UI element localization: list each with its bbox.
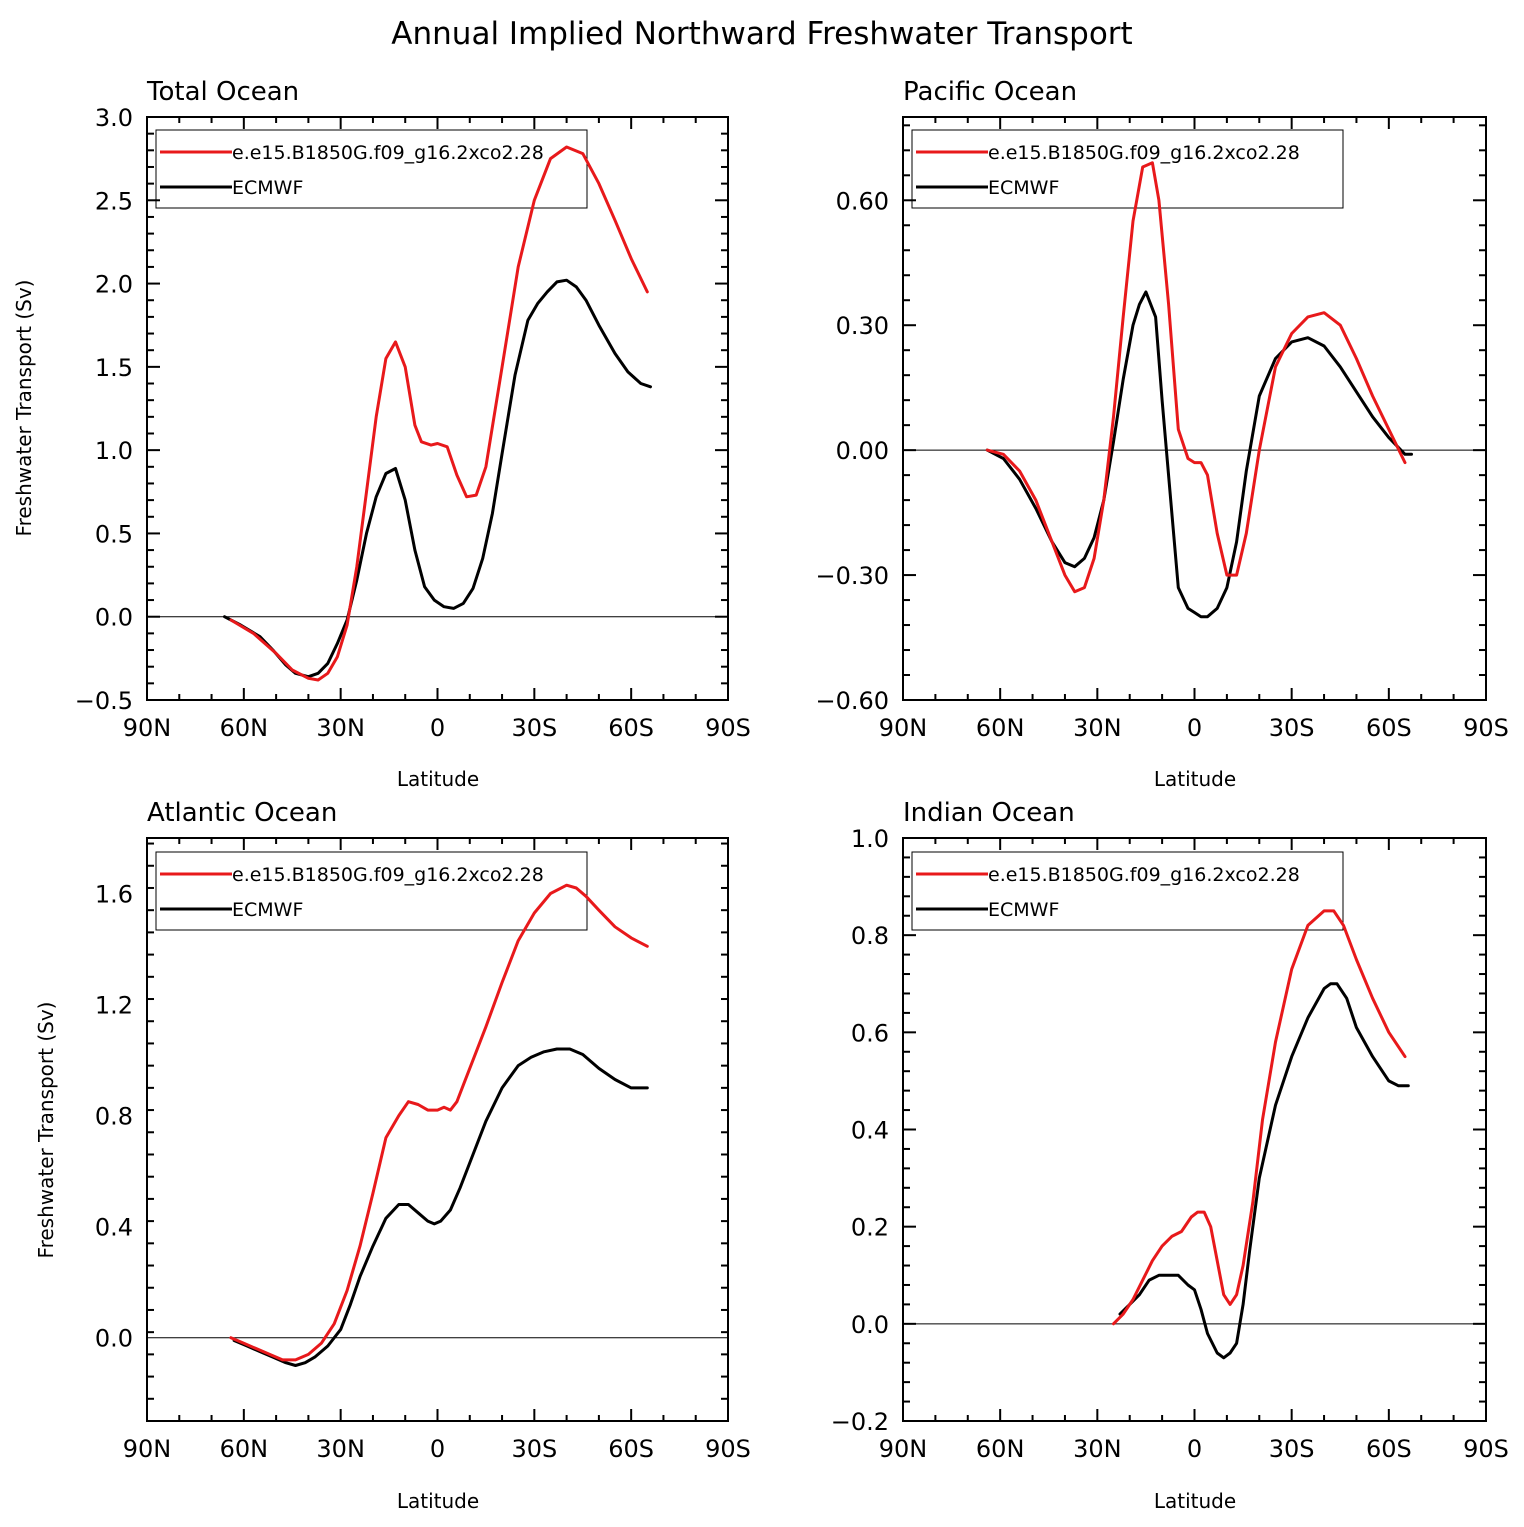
legend-label-obs: ECMWF xyxy=(232,177,303,199)
x-tick-label: 60S xyxy=(608,714,654,742)
series-line-ecmwf xyxy=(232,1047,649,1367)
x-tick-label: 60S xyxy=(608,1435,654,1463)
y-tick-label: −0.2 xyxy=(831,1408,889,1436)
series-line-ecmwf xyxy=(223,278,652,679)
y-tick-label: 1.0 xyxy=(95,437,133,465)
legend-box xyxy=(911,129,1344,209)
y-tick-label: 1.5 xyxy=(95,354,133,382)
legend-box xyxy=(155,129,588,209)
x-tick-label: 30N xyxy=(1073,714,1122,742)
x-tick-label: 60N xyxy=(220,714,269,742)
figure-title: Annual Implied Northward Freshwater Tran… xyxy=(391,16,1132,52)
legend-label-obs: ECMWF xyxy=(232,899,303,921)
x-tick-label: 90S xyxy=(705,1435,751,1463)
y-tick-label: 0.8 xyxy=(95,1103,133,1131)
legend-label-model: e.e15.B1850G.f09_g16.2xco2.28 xyxy=(988,142,1300,164)
legend: e.e15.B1850G.f09_g16.2xco2.28 ECMWF xyxy=(155,851,588,931)
y-tick-label: 0.0 xyxy=(95,1325,133,1353)
y-tick-label: −0.5 xyxy=(75,687,133,715)
x-tick-label: 90S xyxy=(705,714,751,742)
legend-label-model: e.e15.B1850G.f09_g16.2xco2.28 xyxy=(988,864,1300,886)
y-tick-label: 2.5 xyxy=(95,187,133,215)
y-tick-label: 1.6 xyxy=(95,881,133,909)
y-tick-label: 0.0 xyxy=(95,604,133,632)
x-axis-label: Latitude xyxy=(1154,767,1236,791)
x-tick-label: 90N xyxy=(123,714,172,742)
y-tick-label: 1.2 xyxy=(95,992,133,1020)
legend-label-obs: ECMWF xyxy=(988,177,1059,199)
y-tick-label: 0.6 xyxy=(851,1019,889,1047)
series-line-model xyxy=(985,161,1407,594)
legend: e.e15.B1850G.f09_g16.2xco2.28 ECMWF xyxy=(155,129,588,209)
y-tick-label: 0.60 xyxy=(836,187,889,215)
x-tick-label: 30N xyxy=(316,714,365,742)
x-tick-label: 30N xyxy=(1073,1435,1122,1463)
y-tick-label: 0.30 xyxy=(836,312,889,340)
panel-pacific-ocean: Pacific Ocean Latitude e.e15.B1850G.f09_… xyxy=(815,77,1508,791)
legend-label-model: e.e15.B1850G.f09_g16.2xco2.28 xyxy=(232,142,544,164)
series-line-ecmwf xyxy=(1118,982,1410,1360)
x-tick-label: 0 xyxy=(1187,714,1202,742)
series-line-model xyxy=(229,883,649,1362)
y-tick-label: 0.5 xyxy=(95,520,133,548)
series-line-model xyxy=(229,145,649,682)
x-tick-label: 30S xyxy=(1269,714,1315,742)
y-tick-label: 0.8 xyxy=(851,922,889,950)
x-tick-label: 90N xyxy=(879,714,928,742)
legend-label-model: e.e15.B1850G.f09_g16.2xco2.28 xyxy=(232,864,544,886)
y-tick-label: 0.00 xyxy=(836,437,889,465)
panel-atlantic-ocean: Atlantic Ocean Latitude Freshwater Trans… xyxy=(34,798,751,1513)
x-tick-label: 30N xyxy=(316,1435,365,1463)
series-line-model xyxy=(1112,909,1407,1326)
y-tick-label: −0.30 xyxy=(815,562,889,590)
x-tick-label: 60N xyxy=(220,1435,269,1463)
x-tick-label: 0 xyxy=(1187,1435,1202,1463)
x-tick-label: 60N xyxy=(976,1435,1025,1463)
legend-box xyxy=(911,851,1344,931)
x-tick-label: 90S xyxy=(1463,1435,1509,1463)
y-tick-label: 0.4 xyxy=(851,1117,889,1145)
y-axis-label: Freshwater Transport (Sv) xyxy=(12,280,36,537)
x-axis-label: Latitude xyxy=(397,1489,479,1513)
legend-label-obs: ECMWF xyxy=(988,899,1059,921)
x-tick-label: 60S xyxy=(1366,1435,1412,1463)
x-tick-label: 0 xyxy=(430,714,445,742)
panel-title: Indian Ocean xyxy=(903,798,1075,828)
x-tick-label: 30S xyxy=(511,1435,557,1463)
panel-indian-ocean: Indian Ocean Latitude e.e15.B1850G.f09_g… xyxy=(831,798,1509,1513)
y-axis-label: Freshwater Transport (Sv) xyxy=(34,1002,58,1259)
y-tick-label: 0.4 xyxy=(95,1214,133,1242)
panel-title: Total Ocean xyxy=(146,77,299,107)
series-line-ecmwf xyxy=(985,290,1413,619)
y-tick-label: 0.0 xyxy=(851,1311,889,1339)
y-tick-label: 3.0 xyxy=(95,104,133,132)
x-tick-label: 90N xyxy=(879,1435,928,1463)
legend: e.e15.B1850G.f09_g16.2xco2.28 ECMWF xyxy=(911,851,1344,931)
x-tick-label: 60N xyxy=(976,714,1025,742)
y-tick-label: 2.0 xyxy=(95,271,133,299)
x-tick-label: 30S xyxy=(1269,1435,1315,1463)
y-tick-label: 0.2 xyxy=(851,1214,889,1242)
x-axis-label: Latitude xyxy=(397,767,479,791)
y-tick-label: −0.60 xyxy=(815,687,889,715)
x-tick-label: 90S xyxy=(1463,714,1509,742)
panel-title: Atlantic Ocean xyxy=(147,798,337,828)
x-tick-label: 60S xyxy=(1366,714,1412,742)
x-tick-label: 0 xyxy=(430,1435,445,1463)
x-axis-label: Latitude xyxy=(1154,1489,1236,1513)
panel-total-ocean: Total Ocean Latitude Freshwater Transpor… xyxy=(12,77,751,791)
panel-title: Pacific Ocean xyxy=(903,77,1077,107)
y-tick-label: 1.0 xyxy=(851,825,889,853)
x-tick-label: 30S xyxy=(511,714,557,742)
legend-box xyxy=(155,851,588,931)
x-tick-label: 90N xyxy=(123,1435,172,1463)
legend: e.e15.B1850G.f09_g16.2xco2.28 ECMWF xyxy=(911,129,1344,209)
